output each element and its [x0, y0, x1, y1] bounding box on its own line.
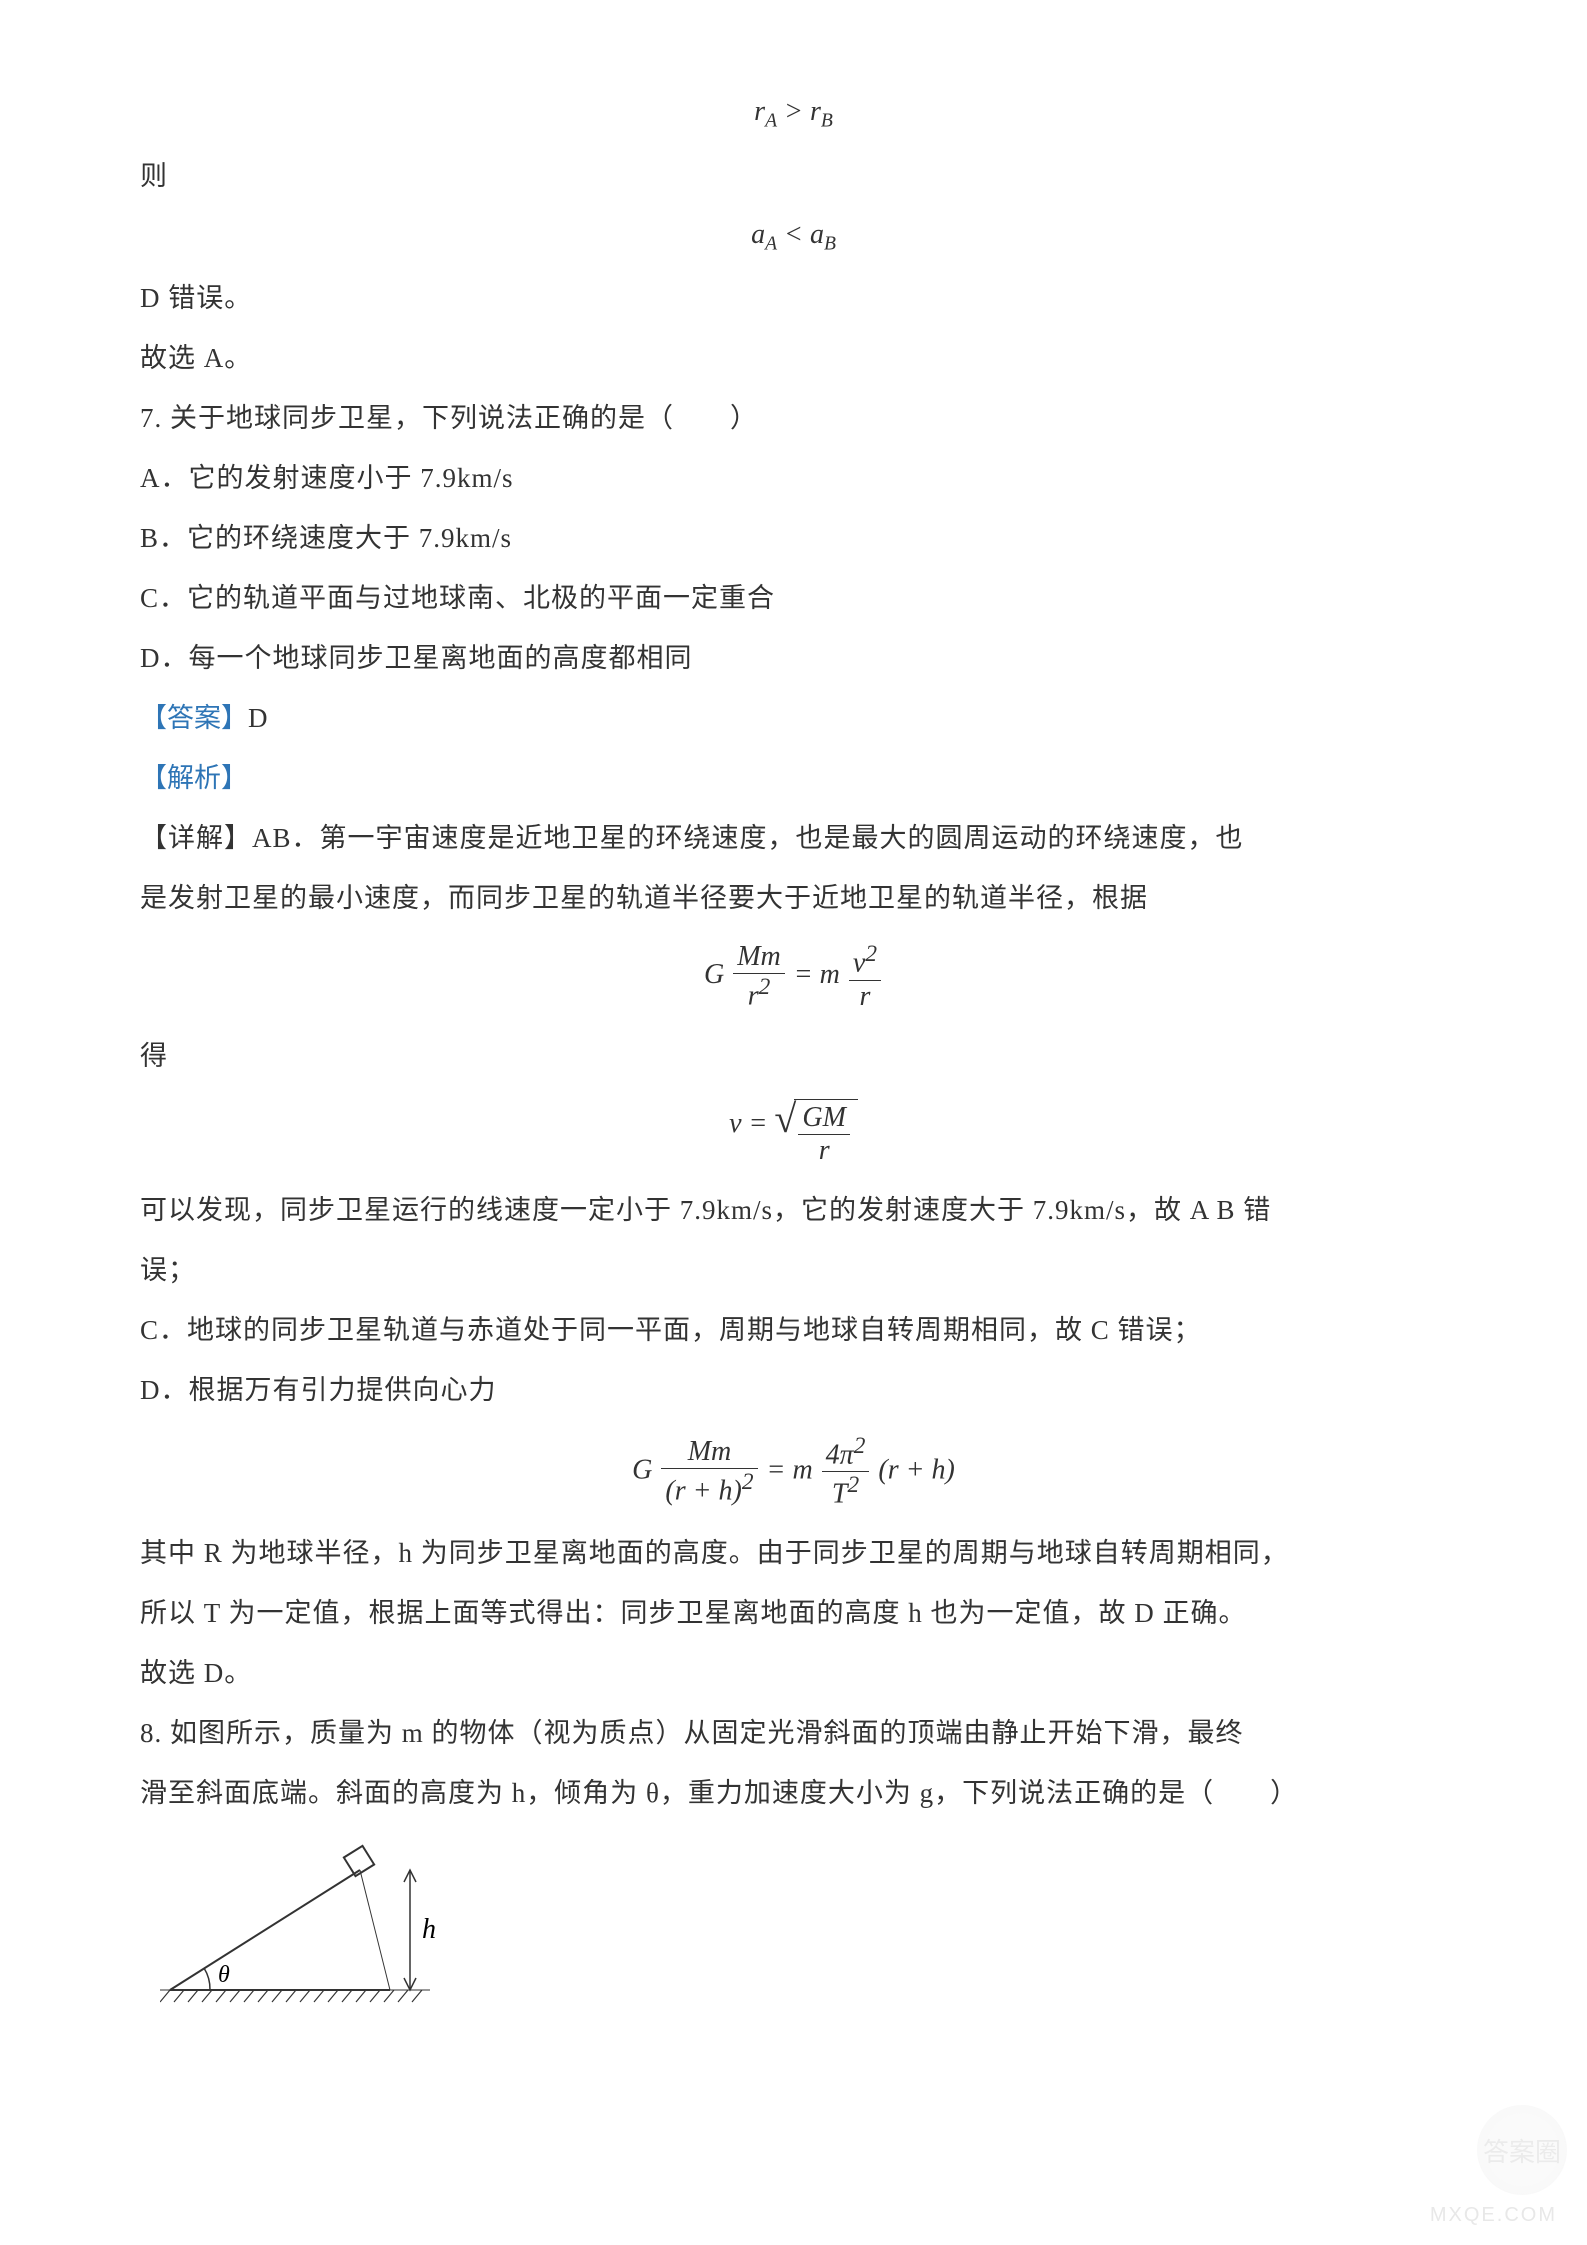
sub-b2: B [824, 233, 836, 254]
f3-frac2: v2 r [849, 941, 881, 1012]
f4-v: v [729, 1108, 741, 1139]
f5-m: m [792, 1454, 812, 1485]
q8-stem-2: 滑至斜面底端。斜面的高度为 h，倾角为 θ，重力加速度大小为 g，下列说法正确的… [140, 1766, 1447, 1820]
sub-a: A [765, 111, 777, 132]
f3-eq: = [794, 959, 813, 990]
q7-got: 得 [140, 1029, 1447, 1083]
formula-gravity-1: G Mm r2 = m v2 r [140, 941, 1447, 1012]
var-r: r [754, 96, 765, 127]
q7-stem: 7. 关于地球同步卫星，下列说法正确的是（ ） [140, 391, 1447, 445]
watermark-badge-icon: 答案圈 [1477, 2105, 1567, 2195]
f5-t: T [832, 1478, 848, 1509]
f3-v: v [853, 948, 865, 979]
f5-tsup: 2 [847, 1472, 859, 1498]
sub-b: B [821, 111, 833, 132]
text-d-wrong: D 错误。 [140, 271, 1447, 325]
q7-answer: 【答案】D [140, 691, 1447, 745]
text-choose-a: 故选 A。 [140, 331, 1447, 385]
q7-opt-d: D．每一个地球同步卫星离地面的高度都相同 [140, 631, 1447, 685]
answer-label: 【答案】 [140, 703, 248, 733]
q7-after-f5a: 其中 R 为地球半径，h 为同步卫星离地面的高度。由于同步卫星的周期与地球自转周… [140, 1526, 1447, 1580]
f5-frac1: Mm (r + h)2 [661, 1436, 757, 1507]
answer-value: D [248, 703, 268, 733]
incline-diagram: θ h [160, 1840, 1447, 2025]
q7-after-f5b: 所以 T 为一定值，根据上面等式得出：同步卫星离地面的高度 h 也为一定值，故 … [140, 1586, 1447, 1640]
f5-tail: (r + h) [878, 1454, 954, 1485]
q7-choose-d: 故选 D。 [140, 1646, 1447, 1700]
f3-m: m [820, 959, 840, 990]
f5-g: G [632, 1454, 652, 1485]
q7-opt-c: C．它的轨道平面与过地球南、北极的平面一定重合 [140, 571, 1447, 625]
sqrt-icon: √ [774, 1099, 796, 1167]
sub-a2: A [765, 233, 777, 254]
q7-opt-a: A．它的发射速度小于 7.9km/s [140, 451, 1447, 505]
var-a2: a [810, 219, 824, 250]
f3-frac1: Mm r2 [733, 941, 785, 1012]
q7-d-line: D．根据万有引力提供向心力 [140, 1363, 1447, 1417]
q7-explain-label: 【解析】 [140, 751, 1447, 805]
badge-text: 答案圈 [1483, 2132, 1561, 2169]
q7-opt-b: B．它的环绕速度大于 7.9km/s [140, 511, 1447, 565]
formula-v-sqrt: v = √ GM r [140, 1099, 1447, 1167]
f3-rden: r [849, 981, 881, 1013]
f3-g: G [704, 959, 724, 990]
diagram-theta: θ [218, 1962, 230, 1988]
q7-c-line: C．地球的同步卫星轨道与赤道处于同一平面，周期与地球自转周期相同，故 C 错误； [140, 1303, 1447, 1357]
watermark-text: MXQE.COM [1430, 2204, 1557, 2227]
formula-gravity-2: G Mm (r + h)2 = m 4π2 T2 (r + h) [140, 1433, 1447, 1511]
f5-mm: Mm [661, 1436, 757, 1469]
f4-eq: = [749, 1108, 768, 1139]
q7-detail-1: 【详解】AB．第一宇宙速度是近地卫星的环绕速度，也是最大的圆周运动的环绕速度，也 [140, 811, 1447, 865]
f5-frac2: 4π2 T2 [822, 1433, 870, 1511]
var-r2: r [810, 96, 821, 127]
f5-rhsup: 2 [742, 1469, 754, 1495]
f4-gm: GM [798, 1102, 850, 1135]
q7-after-f4a: 可以发现，同步卫星运行的线速度一定小于 7.9km/s，它的发射速度大于 7.9… [140, 1183, 1447, 1237]
f3-r: r [748, 981, 759, 1012]
f3-v2sup: 2 [865, 941, 877, 967]
formula-ra-rb: rA > rB [140, 96, 1447, 133]
f4-frac: GM r [798, 1102, 850, 1167]
f3-mm: Mm [737, 941, 781, 972]
q7-detail-2: 是发射卫星的最小速度，而同步卫星的轨道半径要大于近地卫星的轨道半径，根据 [140, 871, 1447, 925]
op-lt: < [784, 219, 803, 250]
q7-after-f4b: 误； [140, 1243, 1447, 1297]
op-gt: > [784, 96, 803, 127]
formula-aa-ab: aA < aB [140, 219, 1447, 256]
f5-rh: (r + h) [665, 1475, 741, 1506]
f5-pisup: 2 [854, 1433, 866, 1459]
text-then: 则 [140, 149, 1447, 203]
f5-4pi: 4π [826, 1439, 854, 1470]
q8-stem-1: 8. 如图所示，质量为 m 的物体（视为质点）从固定光滑斜面的顶端由静止开始下滑… [140, 1706, 1447, 1760]
f5-eq: = [767, 1454, 786, 1485]
diagram-h: h [422, 1914, 436, 1945]
f4-sqrt: √ GM r [774, 1099, 858, 1167]
var-a1: a [751, 219, 765, 250]
f3-r2sup: 2 [759, 974, 771, 1000]
incline-svg: θ h [160, 1840, 480, 2020]
f4-r: r [798, 1135, 850, 1167]
